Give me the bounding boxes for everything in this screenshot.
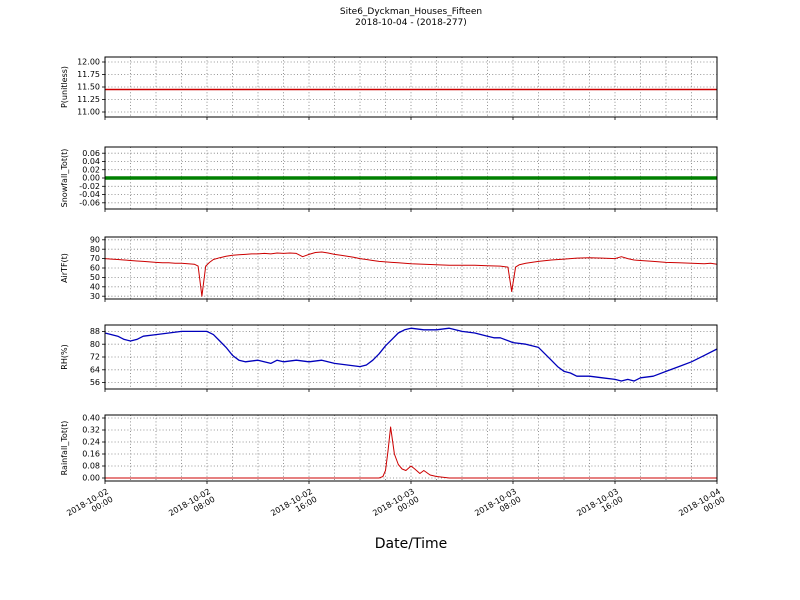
y-tick-label: 72 xyxy=(90,353,100,362)
y-tick-label: -0.04 xyxy=(79,190,100,199)
y-tick-label: 0.24 xyxy=(82,438,100,447)
y-tick-label: 56 xyxy=(90,378,100,387)
axes-frame xyxy=(104,414,718,482)
y-tick-label: 88 xyxy=(90,327,100,336)
y-axis-title: RH(%) xyxy=(60,344,69,369)
chart-panel-4: 0.00 0.08 0.16 0.24 0.32 0.40 Rainfall_Tot(t) xyxy=(60,414,718,484)
chart-panel-3: 56 64 72 80 88 RH(%) xyxy=(60,324,718,392)
y-axis-title: Snowfall_Tot(t) xyxy=(60,149,69,208)
x-tick-label: 2018-10-0400:00 xyxy=(677,487,726,526)
y-tick-label: 0.06 xyxy=(82,149,100,158)
y-tick-label: 11.50 xyxy=(77,83,100,92)
y-tick-label: 0.00 xyxy=(82,174,100,183)
x-tick-label: 2018-10-0316:00 xyxy=(575,487,624,526)
y-tick-label: 90 xyxy=(90,235,100,244)
y-tick-label: 12.00 xyxy=(77,58,100,67)
y-tick-label: 0.02 xyxy=(82,165,100,174)
y-tick-label: 50 xyxy=(90,273,100,282)
y-tick-label: 80 xyxy=(90,245,100,254)
y-tick-label: 60 xyxy=(90,264,100,273)
axes-frame xyxy=(104,56,718,118)
y-tick-label: 11.75 xyxy=(77,70,100,79)
series-line xyxy=(105,426,717,479)
x-tick-label: 2018-10-0208:00 xyxy=(167,487,216,526)
y-tick-label: 64 xyxy=(90,365,100,374)
y-tick-label: 11.00 xyxy=(77,108,100,117)
y-axis-title: P(unitless) xyxy=(60,66,69,108)
axes-frame xyxy=(104,236,718,300)
y-tick-label: 0.08 xyxy=(82,462,100,471)
y-tick-label: 0.16 xyxy=(82,450,100,459)
y-tick-label: 80 xyxy=(90,340,100,349)
y-tick-label: 0.00 xyxy=(82,474,100,483)
y-tick-label: -0.02 xyxy=(79,182,100,191)
chart-panel-1: -0.06-0.04-0.020.000.020.040.06 Snowfall_… xyxy=(60,146,718,212)
y-tick-label: 30 xyxy=(90,292,100,301)
series-line xyxy=(104,327,718,382)
figure-title: Site6_Dyckman_Houses_Fifteen xyxy=(339,7,483,17)
axes-frame xyxy=(104,146,718,210)
chart-panel-0: 11.00 11.25 11.50 11.75 12.00 P(unitless) xyxy=(60,56,718,120)
y-tick-label: 0.04 xyxy=(82,157,100,166)
y-tick-label: -0.06 xyxy=(79,198,100,207)
x-tick-label: 2018-10-0216:00 xyxy=(269,487,318,526)
x-axis-tick-labels: 2018-10-0200:00 2018-10-0208:00 2018-10-02… xyxy=(65,487,726,526)
x-tick-label: 2018-10-0200:00 xyxy=(65,487,114,526)
y-tick-label: 40 xyxy=(90,282,100,291)
axes-frame xyxy=(104,324,718,390)
y-tick-label: 0.40 xyxy=(82,414,100,423)
series-line xyxy=(104,251,718,297)
figure-subtitle: 2018-10-04 - (2018-277) xyxy=(355,18,467,28)
y-tick-label: 0.32 xyxy=(82,426,100,435)
y-tick-label: 11.25 xyxy=(77,95,100,104)
y-tick-label: 70 xyxy=(90,254,100,263)
x-tick-label: 2018-10-0300:00 xyxy=(371,487,420,526)
x-axis-label: Date/Time xyxy=(374,536,448,552)
y-axis-title: AirTF(t) xyxy=(60,253,69,283)
y-axis-title: Rainfall_Tot(t) xyxy=(60,421,69,476)
x-tick-label: 2018-10-0308:00 xyxy=(473,487,522,526)
